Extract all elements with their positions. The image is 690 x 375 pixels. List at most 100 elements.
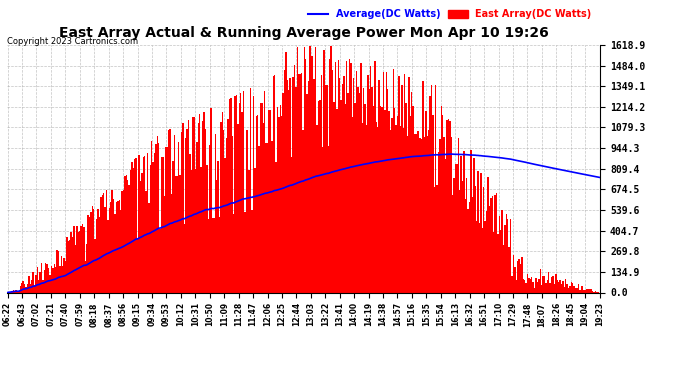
Bar <box>418 131 420 292</box>
Bar <box>264 91 266 292</box>
Bar <box>533 282 534 292</box>
Bar <box>576 288 578 292</box>
Bar <box>413 106 414 292</box>
Bar <box>104 207 106 292</box>
Bar <box>143 157 144 292</box>
Bar <box>305 59 306 292</box>
Bar <box>343 76 344 292</box>
Bar <box>552 276 553 292</box>
Bar <box>93 209 95 292</box>
Bar <box>500 230 502 292</box>
Bar <box>456 164 457 292</box>
Bar <box>257 115 258 292</box>
Bar <box>181 132 182 292</box>
Bar <box>177 176 178 292</box>
Bar <box>546 280 548 292</box>
Bar <box>406 136 408 292</box>
Bar <box>517 261 518 292</box>
Bar <box>520 264 521 292</box>
Bar <box>14 291 15 292</box>
Bar <box>158 143 159 292</box>
Bar <box>95 238 96 292</box>
Bar <box>159 229 161 292</box>
Bar <box>333 102 335 292</box>
Bar <box>375 122 377 292</box>
Bar <box>46 264 48 292</box>
Bar <box>391 118 393 292</box>
Bar <box>169 129 171 292</box>
Bar <box>397 116 398 292</box>
Bar <box>291 157 293 292</box>
Bar <box>50 266 52 292</box>
Bar <box>425 111 426 292</box>
Bar <box>436 185 438 292</box>
Bar <box>340 100 342 292</box>
Bar <box>364 104 366 292</box>
Bar <box>428 130 429 292</box>
Bar <box>541 285 542 292</box>
Bar <box>166 147 168 292</box>
Bar <box>115 214 116 292</box>
Bar <box>77 232 79 292</box>
Bar <box>487 177 489 292</box>
Bar <box>208 219 209 292</box>
Bar <box>89 217 90 292</box>
Bar <box>23 281 24 292</box>
Bar <box>48 268 49 292</box>
Bar <box>69 240 70 292</box>
Bar <box>107 220 108 292</box>
Bar <box>568 288 569 292</box>
Bar <box>117 201 119 292</box>
Bar <box>382 107 383 292</box>
Bar <box>120 210 121 292</box>
Bar <box>408 78 410 292</box>
Bar <box>578 284 579 292</box>
Bar <box>491 196 493 292</box>
Bar <box>99 217 100 292</box>
Bar <box>446 120 448 292</box>
Bar <box>248 170 250 292</box>
Bar <box>161 158 162 292</box>
Bar <box>268 110 270 292</box>
Bar <box>226 138 227 292</box>
Bar <box>209 146 210 292</box>
Bar <box>290 78 291 292</box>
Bar <box>518 260 520 292</box>
Bar <box>441 106 442 292</box>
Bar <box>524 280 525 292</box>
Bar <box>353 78 355 292</box>
Bar <box>263 123 264 292</box>
Bar <box>258 146 260 292</box>
Bar <box>414 134 415 292</box>
Bar <box>384 110 386 292</box>
Bar <box>421 139 422 292</box>
Bar <box>294 65 295 292</box>
Bar <box>112 190 113 292</box>
Bar <box>335 62 336 292</box>
Bar <box>438 152 440 292</box>
Bar <box>215 134 216 292</box>
Bar <box>560 280 561 292</box>
Bar <box>216 180 217 292</box>
Bar <box>185 138 186 292</box>
Bar <box>356 71 357 292</box>
Bar <box>57 250 58 292</box>
Bar <box>339 78 340 292</box>
Bar <box>179 174 181 292</box>
Bar <box>544 276 545 292</box>
Bar <box>147 153 148 292</box>
Bar <box>239 104 240 292</box>
Bar <box>230 98 232 292</box>
Bar <box>201 167 202 292</box>
Bar <box>312 56 313 292</box>
Bar <box>548 272 549 292</box>
Bar <box>285 52 286 292</box>
Bar <box>309 46 310 292</box>
Bar <box>595 291 596 292</box>
Bar <box>45 263 46 292</box>
Bar <box>582 286 583 292</box>
Bar <box>37 267 38 292</box>
Bar <box>555 274 557 292</box>
Bar <box>342 84 343 292</box>
Bar <box>281 116 282 292</box>
